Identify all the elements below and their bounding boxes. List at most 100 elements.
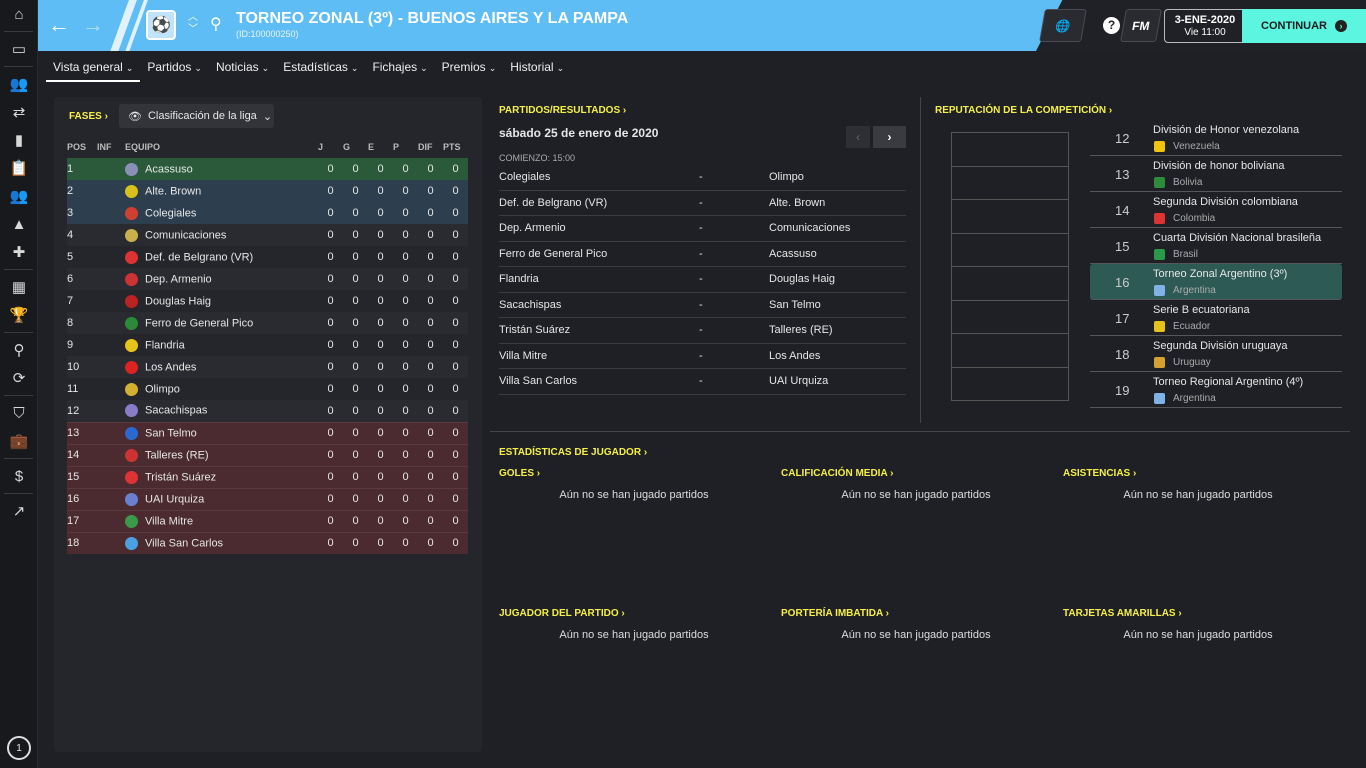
stages-link[interactable]: FASES › xyxy=(69,111,108,122)
away-team[interactable]: Talleres (RE) xyxy=(769,324,833,337)
stat-section-link[interactable]: ASISTENCIAS › xyxy=(1063,468,1137,479)
competition-name[interactable]: Serie B ecuatoriana xyxy=(1153,304,1250,316)
column-header[interactable]: E xyxy=(368,142,375,152)
home-team[interactable]: Def. de Belgrano (VR) xyxy=(499,196,608,209)
reputation-row[interactable]: 19 Torneo Regional Argentino (4º) Argentin… xyxy=(1090,372,1342,408)
world-globe-icon[interactable]: 🌐 xyxy=(1039,9,1087,42)
search-icon[interactable]: ⚲ xyxy=(210,16,222,33)
transfer-exchange-icon[interactable]: ⟳ xyxy=(12,370,26,387)
table-row[interactable]: 18 Villa San Carlos 0 0 0 0 0 0 xyxy=(67,532,468,554)
tab-estad-sticas[interactable]: Estadísticas ⌄ xyxy=(276,51,365,82)
competition-name[interactable]: Torneo Zonal Argentino (3º) xyxy=(1153,268,1288,280)
finances-icon[interactable]: $ xyxy=(14,467,24,485)
reputation-link[interactable]: REPUTACIÓN DE LA COMPETICIÓN › xyxy=(935,105,1113,116)
home-team[interactable]: Sacachispas xyxy=(499,298,562,311)
help-icon[interactable]: ? xyxy=(1103,17,1120,34)
tactics-icon[interactable]: 📋 xyxy=(9,160,29,177)
inbox-icon[interactable]: ▭ xyxy=(11,41,27,58)
table-row[interactable]: 15 Tristán Suárez 0 0 0 0 0 0 xyxy=(67,466,468,488)
forward-arrow-icon[interactable]: → xyxy=(82,12,104,37)
home-team[interactable]: Tristán Suárez xyxy=(499,324,571,337)
fixture-row[interactable]: Tristán Suárez - Talleres (RE) xyxy=(499,318,906,344)
column-header[interactable]: G xyxy=(343,142,351,152)
table-row[interactable]: 6 Dep. Armenio 0 0 0 0 0 0 xyxy=(67,268,468,290)
fixture-row[interactable]: Ferro de General Pico - Acassuso xyxy=(499,242,906,267)
processing-clock-icon[interactable]: 1 xyxy=(7,736,31,760)
tab-noticias[interactable]: Noticias ⌄ xyxy=(209,51,276,82)
view-dropdown[interactable]: 👁 Clasificación de la liga ⌄ xyxy=(119,104,274,128)
team[interactable]: San Telmo xyxy=(125,422,318,444)
team[interactable]: Tristán Suárez xyxy=(125,466,318,488)
previous-date-button[interactable]: ‹ xyxy=(846,126,870,148)
team[interactable]: Comunicaciones xyxy=(125,224,318,246)
column-header[interactable]: J xyxy=(318,142,324,152)
table-row[interactable]: 2 Alte. Brown 0 0 0 0 0 0 xyxy=(67,180,468,202)
development-icon[interactable]: ↗ xyxy=(12,503,26,520)
team[interactable]: Olimpo xyxy=(125,378,318,400)
team[interactable]: Dep. Armenio xyxy=(125,268,318,290)
column-header[interactable]: P xyxy=(393,142,400,152)
team[interactable]: Colegiales xyxy=(125,202,318,224)
continue-button[interactable]: CONTINUAR › xyxy=(1242,9,1366,43)
column-header[interactable]: DIF xyxy=(418,142,433,152)
transfers-icon[interactable]: ⇄ xyxy=(12,104,26,121)
home-team[interactable]: Villa Mitre xyxy=(499,349,548,362)
table-row[interactable]: 3 Colegiales 0 0 0 0 0 0 xyxy=(67,202,468,224)
stat-section-link[interactable]: PORTERÍA IMBATIDA › xyxy=(781,608,889,619)
calendar-icon[interactable]: ▦ xyxy=(11,279,27,296)
stat-section-link[interactable]: CALIFICACIÓN MEDIA › xyxy=(781,468,894,479)
player-stats-link[interactable]: ESTADÍSTICAS DE JUGADOR › xyxy=(499,447,648,458)
home-team[interactable]: Dep. Armenio xyxy=(499,222,566,235)
reputation-row[interactable]: 12 División de Honor venezolana Venezuela xyxy=(1090,120,1342,156)
home-team[interactable]: Villa San Carlos xyxy=(499,375,578,388)
table-row[interactable]: 12 Sacachispas 0 0 0 0 0 0 xyxy=(67,400,468,422)
home-team[interactable]: Flandria xyxy=(499,273,539,286)
medical-icon[interactable]: ✚ xyxy=(12,244,26,261)
table-row[interactable]: 8 Ferro de General Pico 0 0 0 0 0 0 xyxy=(67,312,468,334)
table-row[interactable]: 13 San Telmo 0 0 0 0 0 0 xyxy=(67,422,468,444)
table-row[interactable]: 11 Olimpo 0 0 0 0 0 0 xyxy=(67,378,468,400)
table-row[interactable]: 16 UAI Urquiza 0 0 0 0 0 0 xyxy=(67,488,468,510)
table-row[interactable]: 4 Comunicaciones 0 0 0 0 0 0 xyxy=(67,224,468,246)
table-row[interactable]: 14 Talleres (RE) 0 0 0 0 0 0 xyxy=(67,444,468,466)
away-team[interactable]: Los Andes xyxy=(769,349,821,362)
reputation-row[interactable]: 18 Segunda División uruguaya Uruguay xyxy=(1090,336,1342,372)
tab-historial[interactable]: Historial ⌄ xyxy=(503,51,571,82)
competition-name[interactable]: Segunda División uruguaya xyxy=(1153,340,1288,352)
trophy-icon[interactable]: 🏆 xyxy=(9,307,29,324)
home-team[interactable]: Colegiales xyxy=(499,171,551,184)
away-team[interactable]: Alte. Brown xyxy=(769,196,826,209)
team[interactable]: UAI Urquiza xyxy=(125,488,318,510)
away-team[interactable]: UAI Urquiza xyxy=(769,375,829,388)
team[interactable]: Def. de Belgrano (VR) xyxy=(125,246,318,268)
column-header[interactable]: INF xyxy=(97,142,112,152)
away-team[interactable]: Douglas Haig xyxy=(769,273,836,286)
briefcase-icon[interactable]: 💼 xyxy=(9,433,29,450)
training-icon[interactable]: ▲ xyxy=(11,215,27,233)
scouting-icon[interactable]: ⚲ xyxy=(13,342,25,359)
home-team[interactable]: Ferro de General Pico xyxy=(499,247,608,260)
team[interactable]: Villa San Carlos xyxy=(125,532,318,554)
competition-name[interactable]: Segunda División colombiana xyxy=(1153,196,1298,208)
table-row[interactable]: 5 Def. de Belgrano (VR) 0 0 0 0 0 0 xyxy=(67,246,468,268)
away-team[interactable]: Comunicaciones xyxy=(769,222,851,235)
stat-section-link[interactable]: TARJETAS AMARILLAS › xyxy=(1063,608,1182,619)
tab-premios[interactable]: Premios ⌄ xyxy=(435,51,504,82)
away-team[interactable]: Olimpo xyxy=(769,171,804,184)
squad-icon[interactable]: 👥 xyxy=(9,76,29,93)
back-arrow-icon[interactable]: ← xyxy=(48,12,70,37)
fixture-row[interactable]: Dep. Armenio - Comunicaciones xyxy=(499,216,906,242)
team[interactable]: Sacachispas xyxy=(125,400,318,422)
tab-partidos[interactable]: Partidos ⌄ xyxy=(140,51,209,82)
stat-section-link[interactable]: GOLES › xyxy=(499,468,541,479)
dynamics-icon[interactable]: ▮ xyxy=(14,132,24,149)
fixture-row[interactable]: Villa Mitre - Los Andes xyxy=(499,344,906,369)
reputation-row[interactable]: 14 Segunda División colombiana Colombia xyxy=(1090,192,1342,228)
stat-section-link[interactable]: JUGADOR DEL PARTIDO › xyxy=(499,608,625,619)
fm-menu-button[interactable]: FM xyxy=(1120,9,1162,42)
fixtures-link[interactable]: PARTIDOS/RESULTADOS › xyxy=(499,105,627,116)
team[interactable]: Acassuso xyxy=(125,158,318,180)
tab-vista-general[interactable]: Vista general ⌄ xyxy=(46,51,141,82)
fixture-row[interactable]: Def. de Belgrano (VR) - Alte. Brown xyxy=(499,191,906,216)
table-row[interactable]: 7 Douglas Haig 0 0 0 0 0 0 xyxy=(67,290,468,312)
